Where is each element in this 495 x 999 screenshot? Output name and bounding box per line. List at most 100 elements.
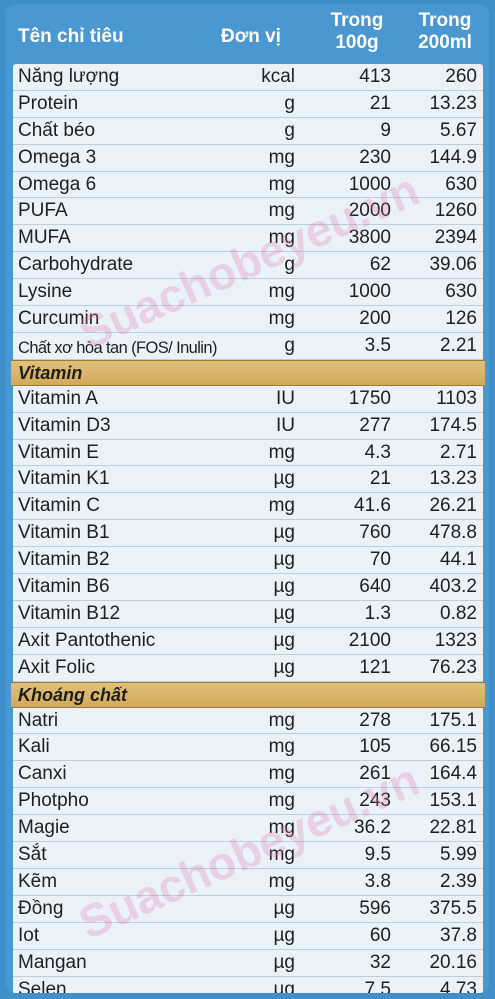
nutrient-name: Axit Pantothenic bbox=[18, 629, 156, 651]
nutrient-name: Vitamin A bbox=[18, 387, 98, 409]
unit-cell: mg bbox=[268, 200, 295, 222]
value-per-100g: 21 bbox=[369, 468, 391, 490]
nutrition-table-panel: Tên chỉ tiêu Đơn vị Trong 100g Trong 200… bbox=[6, 4, 489, 993]
unit-cell: µg bbox=[273, 602, 295, 624]
unit-cell: µg bbox=[273, 576, 295, 598]
value-per-100g: 9.5 bbox=[364, 844, 391, 866]
table-row: Magie mg 36.2 22.81 bbox=[13, 815, 483, 843]
value-per-200ml: 126 bbox=[445, 308, 477, 330]
header-per-100g-line2: 100g bbox=[335, 32, 379, 53]
value-per-200ml: 22.81 bbox=[429, 817, 477, 839]
value-per-200ml: 2.39 bbox=[440, 870, 477, 892]
table-row: Vitamin C mg 41.6 26.21 bbox=[13, 493, 483, 521]
value-per-100g: 2100 bbox=[348, 629, 391, 651]
unit-cell: IU bbox=[276, 387, 295, 409]
table-row: Năng lượng kcal 413 260 bbox=[13, 64, 483, 91]
value-per-200ml: 39.06 bbox=[429, 254, 477, 276]
nutrient-name: Năng lượng bbox=[18, 66, 120, 87]
value-per-200ml: 1103 bbox=[436, 387, 477, 409]
nutrient-name: Protein bbox=[18, 92, 79, 114]
nutrient-name: Omega 6 bbox=[18, 173, 97, 195]
value-per-200ml: 66.15 bbox=[429, 736, 477, 758]
value-per-200ml: 478.8 bbox=[429, 522, 477, 544]
table-row: Chất béo g 9 5.67 bbox=[13, 118, 483, 145]
table-row: Vitamin A IU 1750 1103 bbox=[13, 386, 483, 413]
value-per-200ml: 1323 bbox=[434, 629, 477, 651]
unit-cell: g bbox=[284, 254, 295, 276]
nutrient-name: Selen bbox=[18, 978, 67, 994]
value-per-100g: 3.8 bbox=[364, 870, 391, 892]
nutrient-name: Vitamin C bbox=[18, 495, 101, 517]
value-per-200ml: 2.21 bbox=[440, 334, 477, 356]
value-per-200ml: 44.1 bbox=[440, 549, 477, 571]
table-row: Lysine mg 1000 630 bbox=[13, 279, 483, 307]
section-mineral-label: Khoáng chất bbox=[18, 684, 128, 705]
table-row: Vitamin D3 IU 277 174.5 bbox=[13, 413, 483, 440]
table-row: Protein g 21 13.23 bbox=[13, 91, 483, 118]
header-per-100g-line1: Trong bbox=[330, 10, 384, 31]
value-per-100g: 7.5 bbox=[364, 978, 391, 994]
unit-cell: µg bbox=[273, 924, 295, 946]
nutrient-name: Vitamin K1 bbox=[18, 468, 110, 490]
value-per-100g: 1750 bbox=[348, 387, 391, 409]
value-per-100g: 36.2 bbox=[354, 817, 391, 839]
value-per-100g: 70 bbox=[369, 549, 391, 571]
nutrient-name: Vitamin B6 bbox=[18, 576, 110, 598]
table-row: Vitamin B1 µg 760 478.8 bbox=[13, 520, 483, 548]
header-per-200ml-line1: Trong bbox=[418, 10, 472, 31]
value-per-100g: 9 bbox=[380, 119, 391, 141]
value-per-100g: 640 bbox=[359, 576, 391, 598]
unit-cell: µg bbox=[273, 951, 295, 973]
nutrient-name: Natri bbox=[18, 709, 59, 731]
value-per-100g: 243 bbox=[359, 790, 391, 812]
table-row: Iot µg 60 37.8 bbox=[13, 923, 483, 950]
value-per-200ml: 37.8 bbox=[440, 924, 477, 946]
section-mineral: Khoáng chất bbox=[11, 681, 485, 708]
table-row: Mangan µg 32 20.16 bbox=[13, 950, 483, 977]
table-row: Vitamin B2 µg 70 44.1 bbox=[13, 547, 483, 575]
header-per-200ml: Trong 200ml bbox=[410, 10, 480, 54]
table-row: Vitamin E mg 4.3 2.71 bbox=[13, 440, 483, 467]
nutrient-name: Vitamin D3 bbox=[18, 414, 111, 436]
nutrient-name: Đồng bbox=[18, 897, 64, 919]
nutrient-name: Vitamin B2 bbox=[18, 549, 110, 571]
table-row: Carbohydrate g 62 39.06 bbox=[13, 252, 483, 280]
table-row: Curcumin mg 200 126 bbox=[13, 306, 483, 333]
unit-cell: µg bbox=[273, 629, 295, 651]
unit-cell: mg bbox=[268, 281, 295, 303]
value-per-100g: 200 bbox=[359, 308, 391, 330]
value-per-100g: 1.3 bbox=[364, 602, 391, 624]
table-row: Axit Pantothenic µg 2100 1323 bbox=[13, 628, 483, 655]
table-row: PUFA mg 2000 1260 bbox=[13, 198, 483, 226]
value-per-200ml: 4.73 bbox=[440, 978, 477, 994]
value-per-200ml: 153.1 bbox=[429, 790, 477, 812]
value-per-100g: 3800 bbox=[348, 227, 391, 249]
unit-cell: mg bbox=[268, 790, 295, 812]
nutrient-name: PUFA bbox=[18, 200, 68, 222]
value-per-200ml: 13.23 bbox=[429, 92, 477, 114]
value-per-100g: 60 bbox=[369, 924, 391, 946]
table-row: Kẽm mg 3.8 2.39 bbox=[13, 869, 483, 896]
unit-cell: mg bbox=[268, 817, 295, 839]
table-row: Chất xơ hòa tan (FOS/ Inulin) g 3.5 2.21 bbox=[13, 333, 483, 360]
table-row: Omega 6 mg 1000 630 bbox=[13, 172, 483, 199]
nutrient-name: Lysine bbox=[18, 281, 73, 303]
value-per-100g: 413 bbox=[359, 66, 391, 87]
value-per-200ml: 26.21 bbox=[429, 495, 477, 517]
value-per-100g: 1000 bbox=[348, 281, 391, 303]
table-row: Omega 3 mg 230 144.9 bbox=[13, 145, 483, 172]
value-per-200ml: 630 bbox=[445, 173, 477, 195]
unit-cell: kcal bbox=[261, 66, 295, 87]
value-per-200ml: 5.99 bbox=[440, 844, 477, 866]
value-per-100g: 121 bbox=[359, 656, 391, 678]
nutrient-name: Mangan bbox=[18, 951, 87, 973]
value-per-200ml: 403.2 bbox=[429, 576, 477, 598]
value-per-100g: 230 bbox=[359, 146, 391, 168]
value-per-200ml: 260 bbox=[445, 66, 477, 87]
table-row: MUFA mg 3800 2394 bbox=[13, 225, 483, 253]
unit-cell: mg bbox=[268, 441, 295, 463]
nutrient-name: Chất béo bbox=[18, 119, 96, 141]
table-row: Natri mg 278 175.1 bbox=[13, 708, 483, 735]
value-per-100g: 3.5 bbox=[364, 334, 391, 356]
unit-cell: mg bbox=[268, 736, 295, 758]
